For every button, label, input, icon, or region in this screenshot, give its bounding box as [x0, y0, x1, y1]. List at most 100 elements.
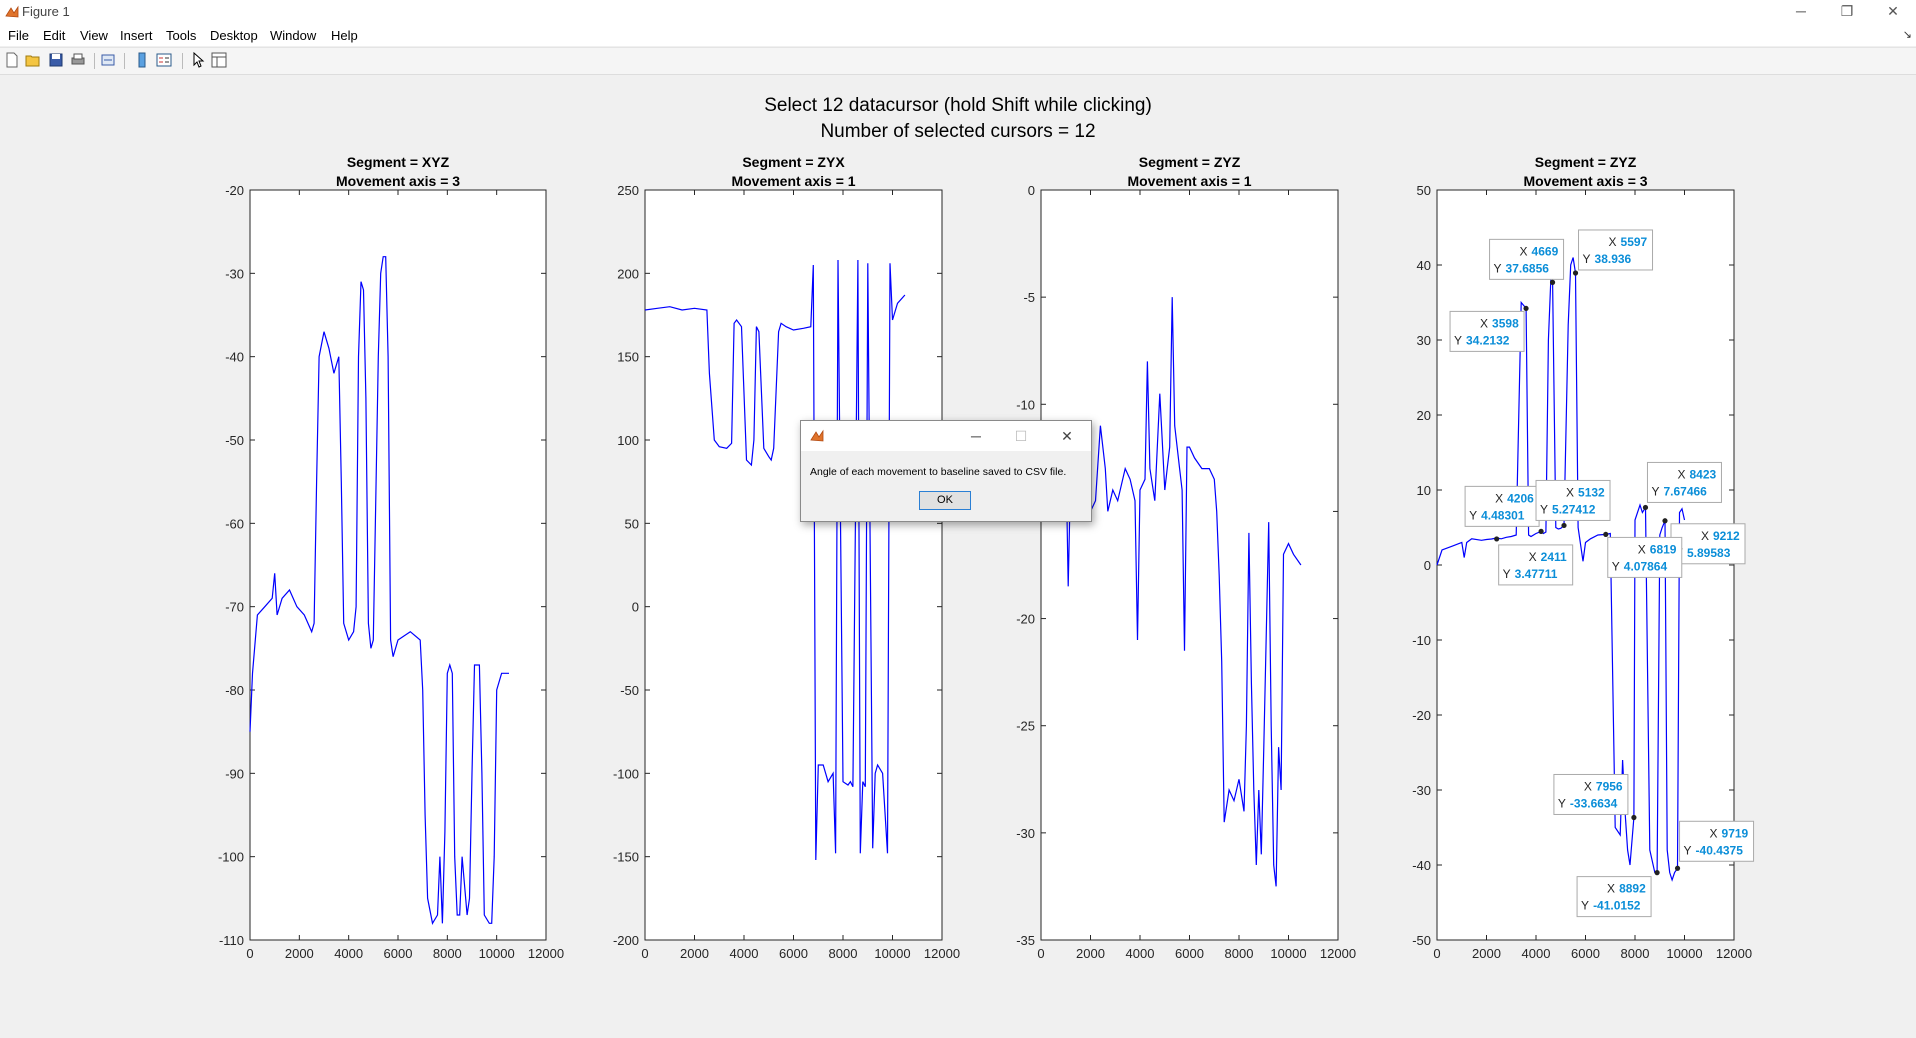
- legend-icon[interactable]: [156, 52, 172, 68]
- subplot-subtitle: Movement axis = 1: [731, 173, 855, 189]
- subplot-1[interactable]: Segment = XYZ Movement axis = 3 0 2000 4000 6…: [218, 154, 564, 961]
- ok-button[interactable]: OK: [919, 491, 971, 510]
- x-tick-label: 8000: [1621, 946, 1650, 961]
- print-icon[interactable]: [70, 52, 86, 68]
- x-tick-label: 0: [1433, 946, 1440, 961]
- datatip-y-label: Y: [1684, 843, 1692, 857]
- datatip: X 7956 Y -33.6634: [1553, 773, 1637, 821]
- datatip-x-value: 4669: [1532, 244, 1559, 258]
- datatip-marker: [1561, 522, 1567, 529]
- datatip-y-label: Y: [1583, 252, 1591, 266]
- datatip: X 8892 Y -41.0152: [1576, 870, 1660, 918]
- datatip-marker: [1654, 870, 1660, 876]
- series-line: [249, 256, 509, 925]
- property-editor-icon[interactable]: [211, 52, 227, 68]
- menu-file[interactable]: File: [8, 28, 29, 43]
- datatip-y-value: 4.07864: [1624, 559, 1668, 573]
- restore-button[interactable]: ❐: [1840, 3, 1854, 19]
- y-tick-label: -40: [225, 350, 244, 365]
- datatip: X 2411 Y 3.47711: [1494, 536, 1574, 586]
- datatip-y-label: Y: [1494, 261, 1502, 275]
- y-tick-label: -20: [1016, 612, 1035, 627]
- dialog-message: Angle of each movement to baseline saved…: [810, 466, 1067, 478]
- datatip-x-value: 8423: [1689, 467, 1716, 481]
- save-icon[interactable]: [48, 52, 64, 68]
- open-file-icon[interactable]: [25, 52, 41, 68]
- datatip-box: [1646, 461, 1722, 503]
- link-icon[interactable]: [100, 52, 116, 68]
- y-tick-label: -10: [1016, 397, 1035, 412]
- datatip-x-label: X: [1638, 542, 1646, 556]
- datatip-box: [1464, 485, 1540, 527]
- datatip-box: [1553, 773, 1629, 815]
- datatip-y-value: -40.4375: [1696, 843, 1744, 857]
- plot-area: [249, 189, 547, 941]
- menu-bar: File Edit View Insert Tools Desktop Wind…: [0, 24, 1916, 46]
- subplot-subtitle: Movement axis = 3: [336, 173, 460, 189]
- datatip-y-value: 38.936: [1595, 252, 1632, 266]
- x-tick-label: 2000: [1472, 946, 1501, 961]
- datatip-marker: [1538, 528, 1544, 534]
- y-tick-label: 40: [1417, 258, 1431, 273]
- datatip-x-label: X: [1480, 316, 1488, 330]
- subplot-title: Segment = XYZ: [347, 154, 450, 170]
- message-dialog: ─ ☐ ✕ Angle of each movement to baseline…: [800, 420, 1092, 522]
- menu-insert[interactable]: Insert: [120, 28, 153, 43]
- datatip-marker: [1494, 536, 1500, 542]
- toolbar-separator: [94, 53, 95, 69]
- y-tick-label: -35: [1016, 933, 1035, 948]
- x-tick-label: 8000: [829, 946, 858, 961]
- datatip-x-label: X: [1677, 467, 1685, 481]
- y-tick-label: -30: [225, 266, 244, 281]
- datatip-x-label: X: [1607, 882, 1615, 896]
- y-tick-label: -30: [1016, 826, 1035, 841]
- new-figure-icon[interactable]: [4, 52, 20, 68]
- x-tick-label: 12000: [1320, 946, 1356, 961]
- figure-canvas[interactable]: Select 12 datacursor (hold Shift while c…: [0, 74, 1916, 1038]
- figure-title-line1: Select 12 datacursor (hold Shift while c…: [764, 95, 1152, 116]
- y-tick-label: 100: [617, 433, 639, 448]
- dialog-titlebar: ─ ☐ ✕: [801, 421, 1091, 451]
- y-tick-label: -90: [225, 766, 244, 781]
- datatip: X 4206 Y 4.48301: [1464, 485, 1544, 534]
- subplot-3[interactable]: Segment = ZYZ Movement axis = 1 0 2000 4000 6…: [1016, 154, 1356, 961]
- y-tick-label: -20: [1412, 708, 1431, 723]
- subplot-subtitle: Movement axis = 1: [1127, 173, 1251, 189]
- dialog-close-button[interactable]: ✕: [1061, 428, 1073, 444]
- y-tick-label: 250: [617, 183, 639, 198]
- datatip-box: [1679, 820, 1755, 862]
- datatip-y-label: Y: [1612, 559, 1620, 573]
- close-button[interactable]: ✕: [1887, 3, 1899, 19]
- datatip-y-label: Y: [1503, 567, 1511, 581]
- undock-arrow-icon[interactable]: ↘: [1902, 29, 1912, 41]
- menu-edit[interactable]: Edit: [43, 28, 66, 43]
- x-tick-label: 12000: [924, 946, 960, 961]
- datatip-marker: [1523, 305, 1529, 312]
- dialog-minimize-button[interactable]: ─: [971, 428, 981, 444]
- datatip: X 8423 Y 7.67466: [1642, 461, 1722, 511]
- datatip-x-label: X: [1710, 826, 1718, 840]
- pointer-icon[interactable]: [190, 52, 206, 68]
- x-tick-label: 8000: [1225, 946, 1254, 961]
- menu-window[interactable]: Window: [270, 28, 317, 43]
- menu-tools[interactable]: Tools: [166, 28, 197, 43]
- y-tick-label: 200: [617, 266, 639, 281]
- series-line: [644, 259, 906, 861]
- colorbar-icon[interactable]: [134, 52, 150, 68]
- y-tick-label: -50: [1412, 933, 1431, 948]
- datatip: X 4669 Y 37.6856: [1489, 238, 1565, 285]
- y-tick-label: -30: [1412, 783, 1431, 798]
- series-line: [1436, 257, 1686, 882]
- menu-help[interactable]: Help: [331, 28, 358, 43]
- datatip-y-value: 5.27412: [1552, 502, 1596, 516]
- datatip-box: [1489, 238, 1565, 280]
- minimize-button[interactable]: ─: [1796, 3, 1806, 19]
- datatip-marker: [1603, 531, 1609, 538]
- x-tick-label: 2000: [1076, 946, 1105, 961]
- menu-view[interactable]: View: [80, 28, 108, 43]
- menu-desktop[interactable]: Desktop: [210, 28, 258, 43]
- x-tick-label: 6000: [384, 946, 413, 961]
- datatip: X 6819 Y 4.07864: [1603, 531, 1683, 578]
- datatip-box: [1670, 523, 1746, 565]
